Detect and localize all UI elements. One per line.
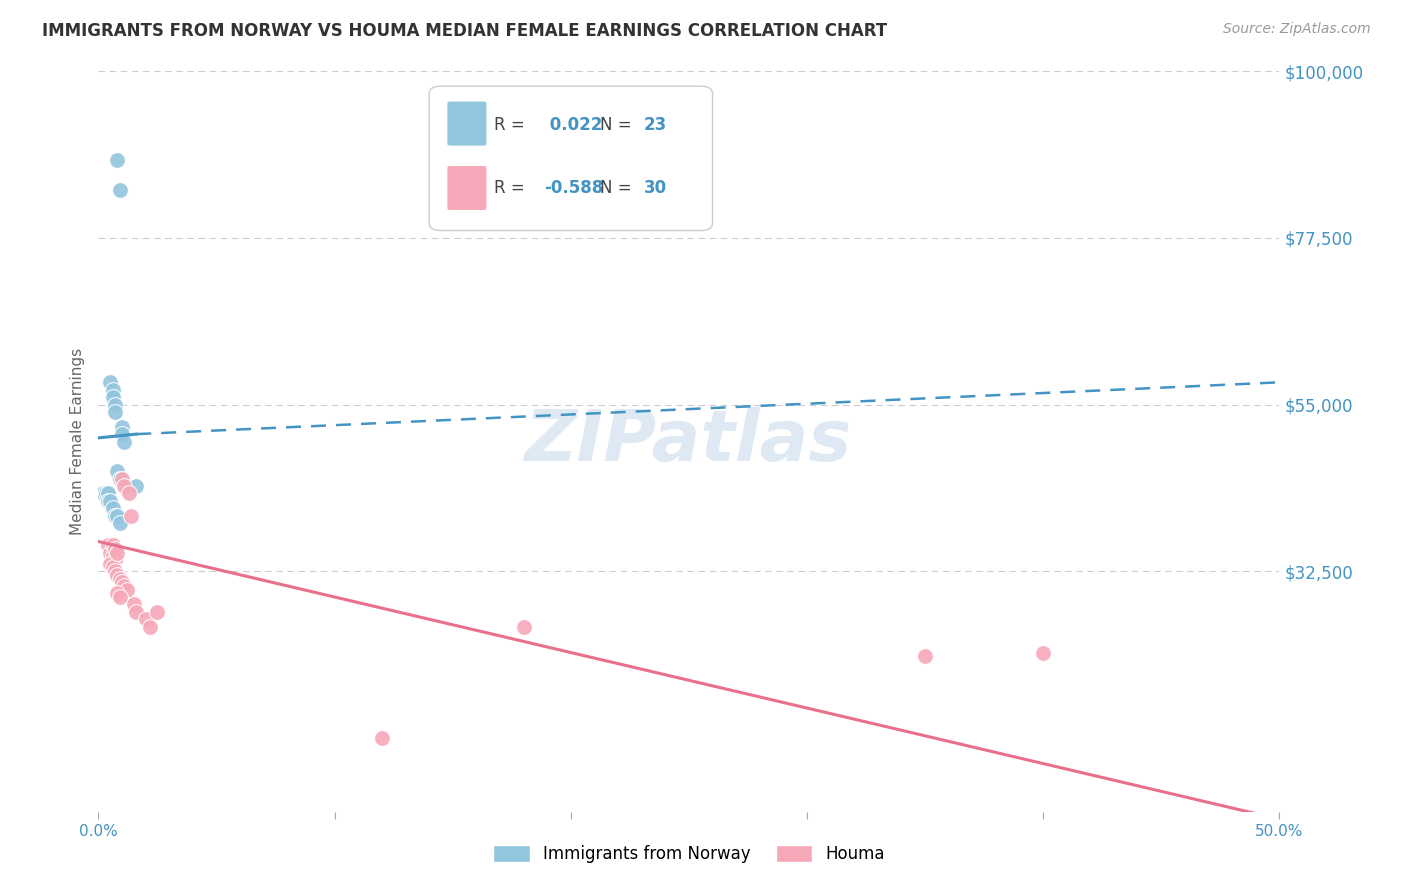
Point [91, 486, 114, 500]
Point [105, 464, 128, 478]
Point [98, 557, 121, 571]
FancyBboxPatch shape [447, 101, 486, 146]
Text: ZIPatlas: ZIPatlas [526, 407, 852, 476]
Point [108, 471, 131, 485]
Point [135, 612, 157, 626]
Point [108, 572, 131, 586]
Point [104, 508, 127, 523]
Point [512, 619, 534, 633]
Point [104, 405, 127, 419]
Point [101, 383, 124, 397]
Point [97, 486, 120, 500]
Point [108, 183, 131, 197]
Point [112, 479, 135, 493]
FancyBboxPatch shape [429, 87, 713, 230]
Point [121, 508, 143, 523]
Point [105, 508, 128, 523]
Point [105, 545, 128, 560]
Point [101, 560, 124, 574]
Point [118, 486, 141, 500]
Point [111, 419, 134, 434]
Point [111, 427, 134, 442]
Point [1032, 646, 1054, 660]
Text: 23: 23 [644, 116, 668, 134]
Point [111, 471, 134, 485]
Point [97, 538, 120, 552]
Point [125, 479, 148, 493]
Point [105, 153, 128, 168]
FancyBboxPatch shape [447, 165, 486, 211]
Point [105, 567, 128, 582]
Point [111, 575, 134, 590]
Point [104, 564, 127, 578]
Point [104, 541, 127, 556]
Text: 30: 30 [644, 179, 668, 197]
Point [97, 493, 120, 508]
Point [105, 586, 128, 600]
Point [371, 731, 394, 745]
Point [98, 493, 121, 508]
Point [115, 479, 138, 493]
Text: IMMIGRANTS FROM NORWAY VS HOUMA MEDIAN FEMALE EARNINGS CORRELATION CHART: IMMIGRANTS FROM NORWAY VS HOUMA MEDIAN F… [42, 22, 887, 40]
Text: 0.022: 0.022 [544, 116, 602, 134]
Text: N =: N = [600, 116, 631, 134]
Text: Source: ZipAtlas.com: Source: ZipAtlas.com [1223, 22, 1371, 37]
Point [94, 486, 117, 500]
Text: -0.588: -0.588 [544, 179, 603, 197]
Point [104, 398, 127, 412]
Point [914, 649, 936, 664]
Legend: Immigrants from Norway, Houma: Immigrants from Norway, Houma [486, 838, 891, 870]
Y-axis label: Median Female Earnings: Median Female Earnings [70, 348, 86, 535]
Point [125, 605, 148, 619]
Point [108, 516, 131, 530]
Point [101, 390, 124, 404]
Point [112, 434, 135, 449]
Text: N =: N = [600, 179, 631, 197]
Text: R =: R = [494, 179, 524, 197]
Point [101, 549, 124, 564]
Point [101, 501, 124, 516]
Point [139, 619, 162, 633]
Point [108, 590, 131, 604]
Point [146, 605, 169, 619]
Point [115, 582, 138, 597]
Point [112, 579, 135, 593]
Point [104, 553, 127, 567]
Point [101, 538, 124, 552]
Point [98, 545, 121, 560]
Text: R =: R = [494, 116, 524, 134]
Point [122, 598, 145, 612]
Point [98, 376, 121, 390]
